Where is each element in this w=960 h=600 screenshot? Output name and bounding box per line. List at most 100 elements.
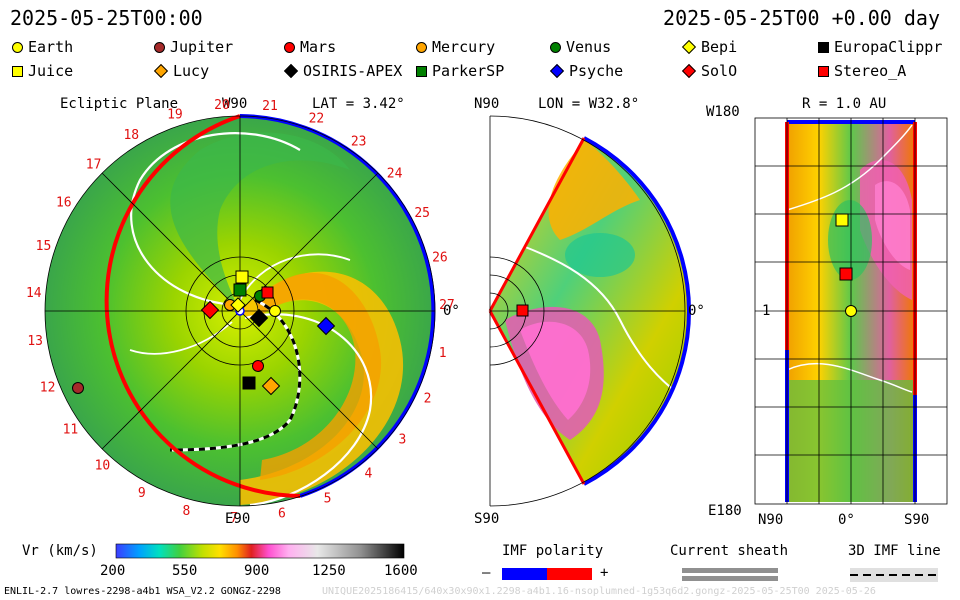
legend-item: Lucy <box>153 62 210 80</box>
legend-label: Bepi <box>701 38 738 56</box>
colorbar-tick-0: 200 <box>100 563 126 579</box>
ecliptic-tick-label: 5 <box>324 492 332 507</box>
europaclippr-marker <box>242 376 256 390</box>
ecliptic-tick-label: 22 <box>309 112 325 127</box>
meridional-bottom-left: S90 <box>474 511 500 527</box>
r-label: R = 1.0 AU <box>802 96 887 112</box>
ecliptic-tick-label: 14 <box>26 286 42 301</box>
radial-tick-0: 0° <box>838 512 855 528</box>
legend-label: OSIRIS-APEX <box>303 62 403 80</box>
legend-item: Earth <box>12 38 73 56</box>
square-icon <box>12 65 23 77</box>
legend-label: Mars <box>300 38 337 56</box>
ecliptic-tick-label: 1 <box>439 346 447 361</box>
circle-icon <box>284 41 295 53</box>
ecliptic-right-label: 0° <box>443 303 460 319</box>
ecliptic-tick-label: 16 <box>56 195 72 210</box>
colorbar-tick-4: 1600 <box>384 563 418 579</box>
legend-item: Juice <box>12 62 73 80</box>
circle-icon <box>416 41 427 53</box>
ecliptic-tick-label: 19 <box>167 108 183 123</box>
circle-icon <box>550 41 561 53</box>
ecliptic-tick-label: 4 <box>364 466 372 481</box>
legend-label: Mercury <box>432 38 496 56</box>
ecliptic-tick-label: 18 <box>123 128 139 143</box>
lon-label: LON = W32.8° <box>538 96 640 112</box>
legend-label: Earth <box>28 38 74 56</box>
sheath-line-2 <box>682 576 778 581</box>
stereo-a-marker <box>261 286 274 299</box>
ecliptic-tick-label: 17 <box>86 158 102 173</box>
ecliptic-tick-label: 8 <box>182 504 190 519</box>
earth-marker <box>269 305 281 317</box>
imf-plus: + <box>600 565 609 581</box>
radial-tick-n90: N90 <box>758 512 784 528</box>
ecliptic-plane-panel: 20 21222324252627123456789101112131415161… <box>26 98 455 526</box>
date-left: 2025-05-25T00:00 <box>10 6 203 30</box>
legend-label: Lucy <box>173 62 210 80</box>
imf3d-title: 3D IMF line <box>848 543 941 559</box>
legend-item: Venus <box>550 38 611 56</box>
ecliptic-tick-labels: 20 21222324252627123456789101112131415161… <box>26 98 455 526</box>
legend: Earth Jupiter Mars Mercury Venus Bepi EuropaCl… <box>12 38 952 86</box>
ecliptic-tick-label: 27 <box>439 298 455 313</box>
solo-marker <box>200 300 220 320</box>
meridional-panel <box>488 115 691 507</box>
radial-panel <box>754 117 948 505</box>
ecliptic-tick-label: 23 <box>351 134 367 149</box>
radial-earth-marker <box>845 305 857 317</box>
legend-label: SolO <box>701 62 738 80</box>
imf-pos-bar <box>547 568 592 580</box>
radial-tick-s90: S90 <box>904 512 930 528</box>
imf-title: IMF polarity <box>502 543 604 559</box>
legend-item: ParkerSP <box>416 62 504 80</box>
footer-right: UNIQUE2025186415/640x30x90x1.2298-a4b1.1… <box>322 586 876 597</box>
sheath-line-1 <box>682 568 778 573</box>
ecliptic-tick-label: 20 <box>214 98 230 113</box>
square-icon <box>416 65 427 77</box>
ecliptic-tick-label: 15 <box>36 239 52 254</box>
ecliptic-tick-label: 24 <box>387 166 403 181</box>
psyche-marker <box>316 316 336 336</box>
colorbar-tick-3: 1250 <box>312 563 346 579</box>
juice-marker <box>235 270 249 284</box>
osiris-apex-marker <box>249 308 269 328</box>
ecliptic-tick-label: 7 <box>230 511 238 526</box>
parkersp-marker <box>233 283 247 297</box>
date-right: 2025-05-25T00 +0.00 day <box>663 6 940 30</box>
legend-item: Mars <box>284 38 336 56</box>
jupiter-marker <box>72 382 84 394</box>
radial-stereo-a-marker <box>839 267 853 281</box>
meridional-right-label: 0° <box>688 303 705 319</box>
ecliptic-bottom-label: E90 <box>225 511 251 527</box>
ecliptic-top-label: W90 <box>222 96 248 112</box>
lucy-marker <box>261 376 281 396</box>
legend-item: Jupiter <box>154 38 233 56</box>
legend-item: Psyche <box>549 62 624 80</box>
legend-label: Jupiter <box>170 38 234 56</box>
ecliptic-tick-label: 10 <box>95 459 111 474</box>
radial-top-left: W180 <box>706 104 740 120</box>
meridional-top-left: N90 <box>474 96 500 112</box>
legend-label: Venus <box>566 38 612 56</box>
square-icon <box>818 65 829 77</box>
ecliptic-tick-label: 21 <box>262 99 278 114</box>
legend-label: Psyche <box>569 62 624 80</box>
legend-label: ParkerSP <box>432 62 505 80</box>
ecliptic-tick-label: 6 <box>278 507 286 522</box>
mars-marker <box>252 360 264 372</box>
legend-label: Juice <box>28 62 74 80</box>
colorbar-title: Vr (km/s) <box>22 543 98 559</box>
ecliptic-tick-label: 2 <box>424 392 432 407</box>
circle-icon <box>154 41 165 53</box>
imf-neg-bar <box>502 568 547 580</box>
legend-label: Stereo_A <box>834 62 907 80</box>
ecliptic-tick-label: 26 <box>432 250 448 265</box>
radial-juice-marker <box>835 213 849 227</box>
ecliptic-tick-label: 25 <box>414 206 430 221</box>
meridional-stereo-a-marker <box>516 304 529 317</box>
radial-mid-left: 1 <box>762 303 771 319</box>
ecliptic-tick-label: 12 <box>40 380 56 395</box>
square-icon <box>818 41 829 53</box>
